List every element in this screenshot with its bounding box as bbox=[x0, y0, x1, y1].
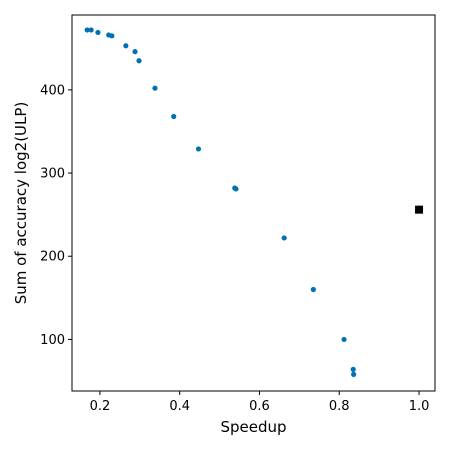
x-tick-label: 0.8 bbox=[329, 399, 350, 414]
data-point bbox=[132, 49, 138, 55]
data-point bbox=[341, 336, 347, 343]
data-point bbox=[233, 186, 239, 192]
y-tick-label: 300 bbox=[40, 167, 65, 182]
data-point-square bbox=[415, 205, 424, 214]
data-point bbox=[95, 29, 101, 36]
data-point bbox=[281, 235, 287, 241]
data-point bbox=[88, 27, 94, 33]
y-axis: 100 200 300 400 bbox=[40, 83, 72, 348]
data-point bbox=[351, 371, 357, 377]
plot-area bbox=[71, 14, 436, 392]
data-point bbox=[350, 366, 356, 372]
x-tick-label: 0.6 bbox=[249, 399, 270, 414]
data-point bbox=[195, 146, 202, 152]
x-tick-label: 0.2 bbox=[90, 399, 111, 414]
data-point bbox=[171, 113, 177, 120]
y-tick-label: 200 bbox=[40, 250, 65, 265]
data-point bbox=[109, 33, 115, 39]
y-tick-label: 400 bbox=[40, 83, 65, 98]
data-points bbox=[84, 27, 424, 377]
data-point bbox=[136, 58, 142, 64]
data-point bbox=[123, 43, 129, 49]
x-tick-label: 0.4 bbox=[169, 399, 190, 414]
data-point bbox=[152, 85, 158, 91]
data-point bbox=[310, 286, 316, 293]
x-axis: 0.2 0.4 0.6 0.8 1.0 bbox=[90, 391, 430, 414]
x-axis-label: Speedup bbox=[220, 418, 286, 436]
x-tick-label: 1.0 bbox=[409, 399, 430, 414]
data-point bbox=[84, 27, 90, 33]
y-tick-label: 100 bbox=[40, 333, 65, 348]
y-axis-label: Sum of accuracy log2(ULP) bbox=[12, 102, 30, 305]
